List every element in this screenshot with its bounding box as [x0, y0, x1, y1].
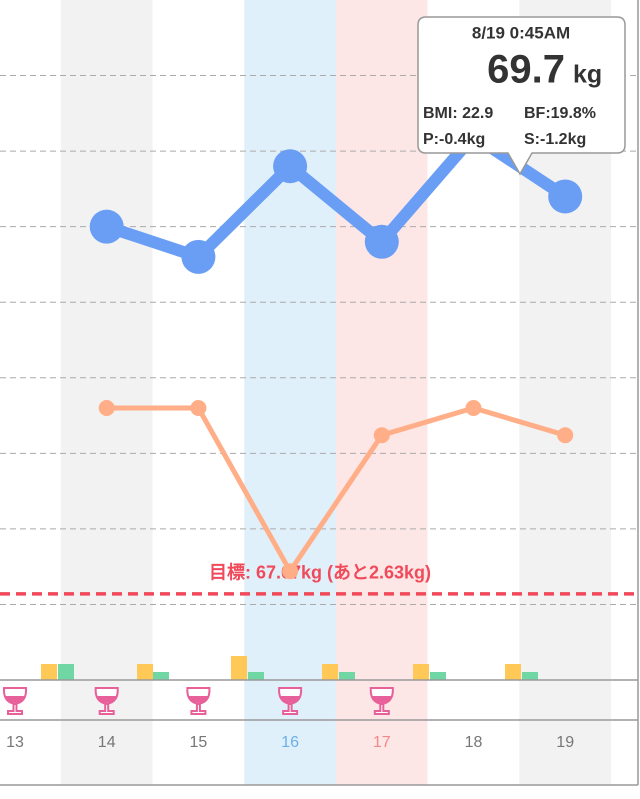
tooltip: 8/19 0:45AM 69.7 kg BMI: 22.9 BF:19.8% P… — [417, 16, 626, 176]
weight-point — [273, 149, 308, 184]
body-fat-point — [373, 427, 390, 444]
bar-icon — [153, 672, 169, 680]
bar-icon — [430, 672, 446, 680]
day-label: 13 — [6, 734, 24, 751]
day-label: 18 — [465, 734, 483, 751]
bar-icon — [339, 672, 355, 680]
tooltip-weight: 69.7 — [487, 48, 565, 92]
goal-label: 目標: 67.07kg (あと2.63kg) — [209, 562, 431, 583]
drink-fill — [96, 696, 117, 703]
bar-icon — [322, 664, 338, 680]
day-column — [335, 0, 428, 785]
drink-fill — [371, 696, 392, 703]
weight-point — [364, 224, 399, 259]
body-fat-point — [190, 400, 207, 416]
day-label: 15 — [190, 734, 208, 751]
bar-icon — [248, 672, 264, 680]
drink-fill — [188, 696, 209, 703]
day-column — [244, 0, 336, 785]
bar-icon — [522, 672, 538, 680]
tooltip-s: S:-1.2kg — [524, 131, 586, 148]
bar-icon — [231, 656, 247, 680]
drink-fill — [280, 696, 301, 703]
day-column — [0, 0, 61, 785]
day-column — [152, 0, 245, 785]
tooltip-bmi: BMI: 22.9 — [423, 105, 493, 122]
weight-point — [89, 209, 124, 244]
activity-bars — [41, 656, 538, 680]
tooltip-p: P:-0.4kg — [423, 131, 485, 148]
body-fat-point — [557, 427, 574, 444]
drink-icons — [2, 687, 394, 715]
tooltip-bf: BF:19.8% — [524, 105, 596, 122]
bar-icon — [137, 664, 153, 680]
tooltip-unit: kg — [573, 61, 602, 89]
weight-point — [548, 179, 583, 214]
day-label: 19 — [556, 734, 574, 751]
tooltip-box — [417, 16, 626, 176]
body-fat-point — [282, 563, 299, 580]
body-fat-point — [98, 400, 115, 416]
body-fat-line — [106, 405, 566, 574]
background — [0, 0, 612, 785]
bar-icon — [41, 664, 57, 680]
bar-icon — [58, 664, 74, 680]
bar-icon — [505, 664, 521, 680]
day-label: 14 — [98, 734, 116, 751]
day-label: 16 — [281, 734, 299, 751]
weight-point — [181, 239, 216, 274]
drink-fill — [5, 696, 25, 703]
tooltip-date: 8/19 0:45AM — [472, 23, 570, 42]
day-column — [60, 0, 153, 785]
body-fat-point — [465, 400, 482, 416]
bar-icon — [413, 664, 429, 680]
day-label: 17 — [373, 734, 391, 751]
